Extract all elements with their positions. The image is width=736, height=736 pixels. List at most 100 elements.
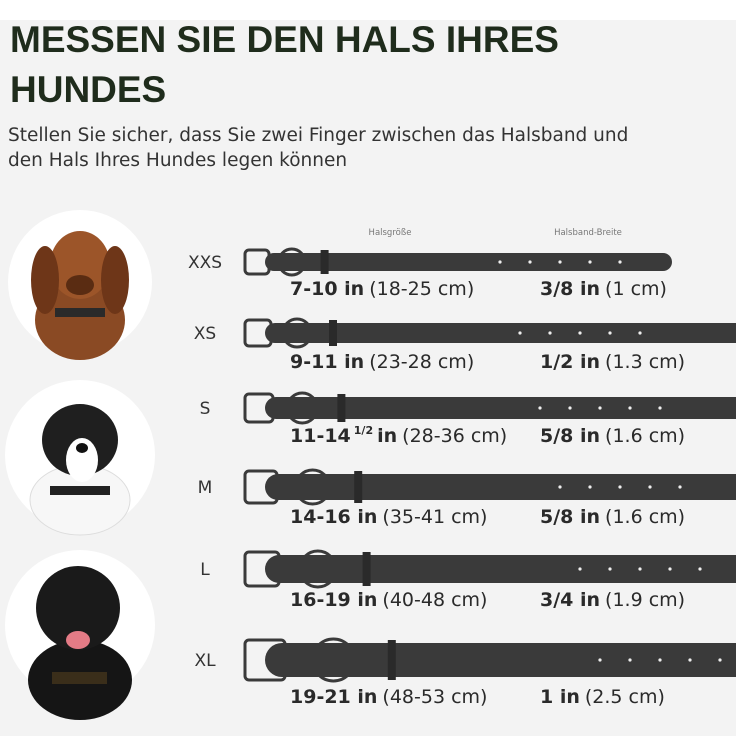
collar-buckle	[243, 392, 275, 424]
width-inches: 3/8 in	[540, 278, 600, 300]
collar-hole	[648, 485, 652, 489]
collar-hole	[628, 658, 632, 662]
collar-strap	[265, 253, 672, 271]
width-size: 3/8 in (1 cm)	[540, 278, 667, 300]
width-cm: (2.5 cm)	[585, 686, 665, 708]
collar-strap	[265, 474, 736, 500]
neck-unit: in	[377, 425, 397, 447]
collar-buckle	[243, 318, 273, 348]
subtitle-line: den Hals Ihres Hundes legen können	[8, 150, 347, 171]
collar-illustration	[243, 468, 736, 506]
size-label: M	[198, 478, 213, 498]
width-cm: (1.6 cm)	[605, 425, 685, 447]
width-cm: (1 cm)	[605, 278, 667, 300]
width-size: 1 in (2.5 cm)	[540, 686, 665, 708]
dog-portrait	[8, 210, 152, 360]
dog-portrait	[5, 380, 155, 536]
collar-hole	[608, 567, 612, 571]
neck-inches: 16-19 in	[290, 589, 377, 611]
collar-ring	[285, 391, 319, 425]
collar-hole	[578, 331, 582, 335]
size-label: L	[200, 560, 210, 580]
collar-hole	[678, 485, 682, 489]
collar-hole	[518, 331, 522, 335]
width-size: 1/2 in (1.3 cm)	[540, 351, 685, 373]
collar-strap	[265, 643, 736, 677]
neck-size: 11-14 1/2 in (28-36 cm)	[290, 424, 507, 447]
width-inches: 3/4 in	[540, 589, 600, 611]
size-label: S	[200, 399, 211, 419]
neck-size: 7-10 in (18-25 cm)	[290, 278, 474, 300]
collar-hole	[718, 658, 722, 662]
collar-buckle	[243, 638, 287, 682]
width-inches: 5/8 in	[540, 425, 600, 447]
neck-inches: 7-10 in	[290, 278, 364, 300]
neck-inches: 11-14	[290, 425, 351, 447]
column-header: Halsband-Breite	[554, 228, 622, 238]
neck-cm: (18-25 cm)	[369, 278, 474, 300]
size-label: XXS	[188, 253, 222, 273]
collar-hole	[668, 567, 672, 571]
collar-hole	[638, 567, 642, 571]
neck-cm: (35-41 cm)	[382, 506, 487, 528]
collar-keeper	[387, 640, 396, 680]
dog-portrait	[5, 550, 155, 720]
neck-size: 16-19 in (40-48 cm)	[290, 589, 487, 611]
collar-keeper	[329, 320, 337, 346]
size-label: XL	[194, 651, 216, 671]
collar-ring	[310, 637, 356, 683]
collar-keeper	[337, 394, 346, 422]
collar-buckle	[243, 469, 279, 505]
collar-illustration	[243, 317, 736, 349]
title-line: HUNDES	[10, 69, 166, 110]
collar-ring	[294, 468, 332, 506]
width-cm: (1.6 cm)	[605, 506, 685, 528]
collar-buckle	[243, 248, 271, 276]
collar-ring	[298, 549, 338, 589]
collar-strap	[265, 323, 736, 343]
collar-hole	[568, 406, 572, 410]
collar-hole	[548, 331, 552, 335]
neck-cm: (28-36 cm)	[402, 425, 507, 447]
subtitle-line: Stellen Sie sicher, dass Sie zwei Finger…	[8, 125, 628, 146]
collar-hole	[588, 260, 592, 264]
collar-hole	[558, 485, 562, 489]
collar-illustration	[243, 637, 736, 683]
column-header: Halsgröße	[369, 228, 412, 238]
collar-buckle	[243, 550, 281, 588]
width-inches: 1 in	[540, 686, 580, 708]
collar-illustration	[243, 247, 672, 277]
neck-inches: 14-16 in	[290, 506, 377, 528]
neck-fraction: 1/2	[354, 424, 373, 437]
collar-hole	[688, 658, 692, 662]
width-cm: (1.3 cm)	[605, 351, 685, 373]
width-size: 5/8 in (1.6 cm)	[540, 506, 685, 528]
neck-inches: 19-21 in	[290, 686, 377, 708]
collar-illustration	[243, 549, 736, 589]
collar-illustration	[243, 391, 736, 425]
collar-strap	[265, 555, 736, 583]
neck-cm: (23-28 cm)	[369, 351, 474, 373]
width-cm: (1.9 cm)	[605, 589, 685, 611]
width-size: 3/4 in (1.9 cm)	[540, 589, 685, 611]
collar-hole	[658, 406, 662, 410]
neck-cm: (40-48 cm)	[382, 589, 487, 611]
collar-hole	[618, 485, 622, 489]
collar-strap	[265, 397, 736, 419]
width-inches: 5/8 in	[540, 506, 600, 528]
collar-keeper	[362, 552, 371, 586]
collar-keeper	[320, 250, 329, 274]
width-size: 5/8 in (1.6 cm)	[540, 425, 685, 447]
collar-hole	[528, 260, 532, 264]
collar-hole	[498, 260, 502, 264]
collar-hole	[578, 567, 582, 571]
title-line: MESSEN SIE DEN HALS IHRES	[10, 19, 559, 60]
collar-hole	[598, 406, 602, 410]
neck-size: 9-11 in (23-28 cm)	[290, 351, 474, 373]
collar-hole	[628, 406, 632, 410]
collar-hole	[558, 260, 562, 264]
collar-hole	[598, 658, 602, 662]
neck-cm: (48-53 cm)	[382, 686, 487, 708]
